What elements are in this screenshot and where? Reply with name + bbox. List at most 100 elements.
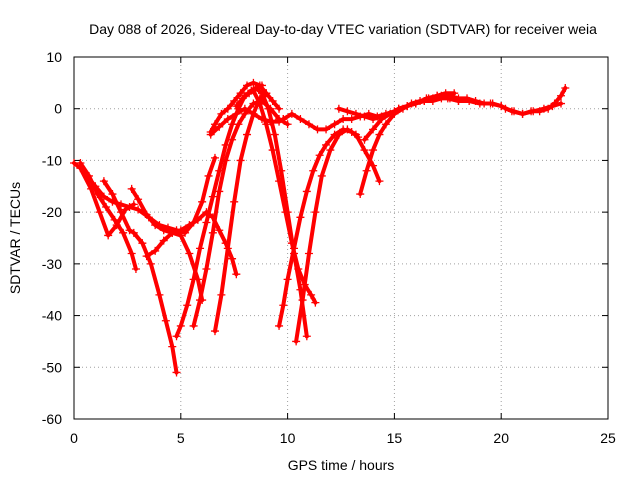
data-point bbox=[210, 120, 219, 129]
data-point bbox=[221, 140, 230, 149]
x-tick-label: 20 bbox=[493, 430, 509, 446]
data-point bbox=[243, 130, 252, 139]
series-line bbox=[129, 186, 205, 303]
x-tick-label: 0 bbox=[70, 430, 78, 446]
data-point bbox=[249, 109, 258, 118]
data-point bbox=[99, 177, 108, 186]
data-point bbox=[172, 368, 181, 377]
y-tick-label: 10 bbox=[46, 49, 62, 65]
data-point bbox=[193, 215, 202, 224]
x-tick-label: 10 bbox=[280, 430, 296, 446]
data-point bbox=[108, 190, 117, 199]
data-point bbox=[268, 146, 277, 155]
data-point bbox=[557, 91, 566, 100]
data-point bbox=[223, 244, 232, 253]
data-point bbox=[159, 226, 168, 235]
y-tick-label: -30 bbox=[42, 256, 62, 272]
data-point bbox=[351, 130, 360, 139]
data-point bbox=[262, 120, 271, 129]
data-point bbox=[369, 161, 378, 170]
data-point bbox=[294, 265, 303, 274]
data-point bbox=[189, 275, 198, 284]
data-point bbox=[236, 156, 245, 165]
data-point bbox=[127, 184, 136, 193]
data-point bbox=[217, 290, 226, 299]
data-point bbox=[232, 270, 241, 279]
data-point bbox=[322, 125, 331, 134]
data-point bbox=[527, 107, 536, 116]
data-point bbox=[176, 321, 185, 330]
series-line bbox=[294, 127, 382, 344]
series-arc-11 bbox=[206, 104, 288, 139]
data-point bbox=[217, 109, 226, 118]
data-point bbox=[510, 107, 519, 116]
data-point bbox=[311, 298, 320, 307]
data-point bbox=[172, 332, 181, 341]
data-point bbox=[228, 254, 237, 263]
series-arc-20 bbox=[422, 91, 566, 118]
data-point bbox=[304, 120, 313, 129]
data-point bbox=[422, 94, 431, 103]
series-line bbox=[208, 106, 286, 137]
data-point bbox=[275, 104, 284, 113]
data-point bbox=[334, 130, 343, 139]
data-point bbox=[315, 151, 324, 160]
data-point bbox=[208, 228, 217, 237]
data-point bbox=[486, 99, 495, 108]
data-point bbox=[275, 177, 284, 186]
x-tick-labels: 0 5 10 15 20 25 bbox=[70, 430, 616, 446]
data-point bbox=[369, 146, 378, 155]
data-point bbox=[189, 321, 198, 330]
data-point bbox=[138, 239, 147, 248]
data-point bbox=[403, 102, 412, 111]
y-axis-label: SDTVAR / TECUs bbox=[7, 182, 23, 294]
data-point bbox=[394, 104, 403, 113]
data-point bbox=[142, 252, 151, 261]
data-point bbox=[196, 244, 205, 253]
data-point bbox=[125, 202, 134, 211]
data-point bbox=[102, 202, 111, 211]
data-point bbox=[465, 96, 474, 105]
data-point bbox=[360, 112, 369, 121]
data-point bbox=[279, 301, 288, 310]
data-point bbox=[208, 192, 217, 201]
series-line bbox=[208, 80, 282, 134]
data-point bbox=[298, 296, 307, 305]
data-point bbox=[343, 107, 352, 116]
data-point bbox=[287, 109, 296, 118]
data-point bbox=[292, 337, 301, 346]
series-arc-15 bbox=[292, 125, 384, 346]
data-point bbox=[283, 275, 292, 284]
data-point bbox=[281, 208, 290, 217]
series-arc-21 bbox=[501, 84, 570, 118]
data-point bbox=[362, 166, 371, 175]
data-point bbox=[290, 244, 299, 253]
data-point bbox=[381, 120, 390, 129]
data-point bbox=[296, 115, 305, 124]
data-point bbox=[302, 332, 311, 341]
data-point bbox=[443, 94, 452, 103]
data-point bbox=[351, 109, 360, 118]
data-point bbox=[356, 190, 365, 199]
data-point bbox=[369, 125, 378, 134]
data-point bbox=[343, 125, 352, 134]
data-point bbox=[334, 104, 343, 113]
data-point bbox=[151, 221, 160, 230]
data-point bbox=[339, 115, 348, 124]
data-point bbox=[202, 265, 211, 274]
data-point bbox=[91, 182, 100, 191]
data-point bbox=[223, 104, 232, 113]
data-point bbox=[185, 221, 194, 230]
data-point bbox=[210, 153, 219, 162]
data-point bbox=[311, 208, 320, 217]
data-point bbox=[497, 102, 506, 111]
y-tick-label: -60 bbox=[42, 411, 62, 427]
series-arc-4 bbox=[99, 177, 181, 377]
data-point bbox=[313, 125, 322, 134]
data-point bbox=[104, 231, 113, 240]
data-point bbox=[232, 109, 241, 118]
data-point bbox=[544, 104, 553, 113]
data-point bbox=[375, 177, 384, 186]
data-point bbox=[518, 109, 527, 118]
data-point bbox=[183, 301, 192, 310]
